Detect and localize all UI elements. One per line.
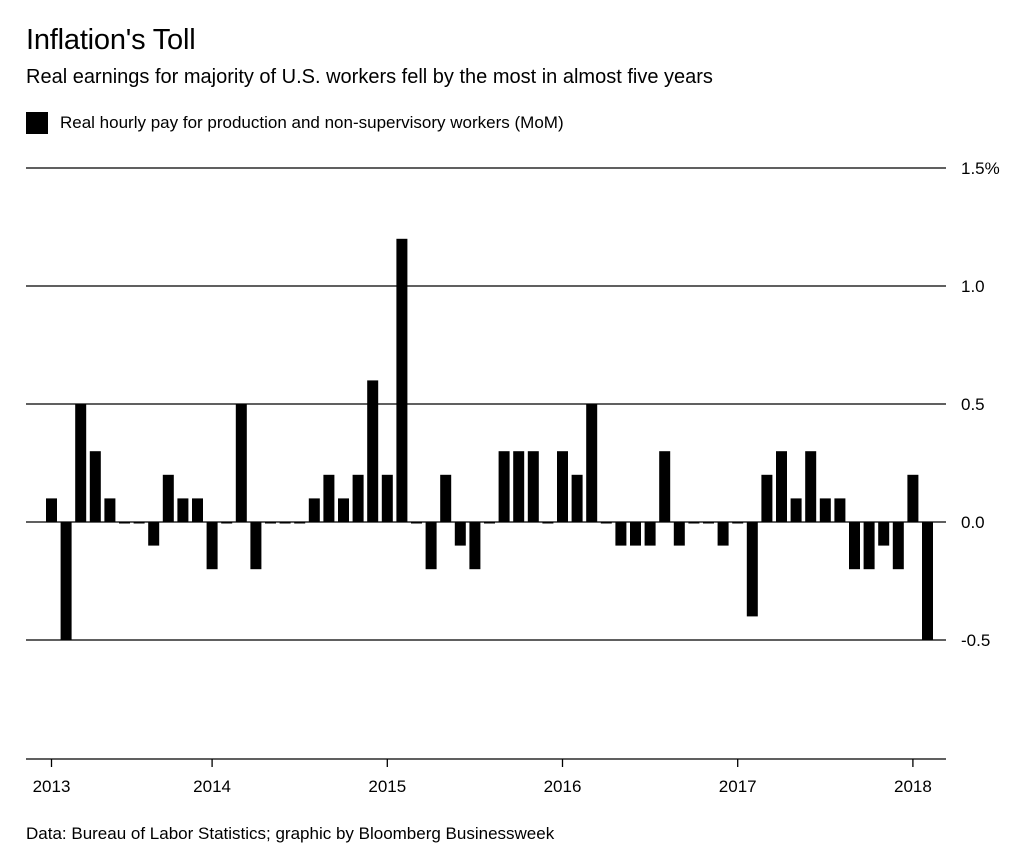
bar: [527, 451, 539, 522]
bar: [323, 474, 335, 522]
legend-swatch: [26, 112, 48, 134]
bar: [454, 522, 466, 546]
bar: [659, 451, 671, 522]
bar: [630, 522, 641, 546]
bar: [338, 498, 349, 522]
bar: [805, 451, 817, 522]
x-tick-label: 2014: [193, 777, 231, 796]
bar: [367, 380, 379, 522]
bar: [279, 521, 291, 524]
legend-label: Real hourly pay for production and non-s…: [60, 113, 564, 132]
bar: [440, 474, 452, 522]
bar: [688, 521, 700, 524]
bar: [644, 522, 656, 546]
x-tick-label: 2015: [368, 777, 406, 796]
y-axis: 1.5% 1.0 0.5 0.0 -0.5: [961, 159, 1000, 650]
bar: [776, 451, 787, 522]
legend: Real hourly pay for production and non-s…: [26, 112, 564, 134]
bar: [557, 451, 568, 522]
bar: [498, 451, 510, 522]
bar: [907, 474, 919, 522]
bar: [615, 522, 627, 546]
source-note: Data: Bureau of Labor Statistics; graphi…: [26, 824, 555, 843]
bar: [571, 474, 583, 522]
bar: [586, 404, 598, 522]
y-tick-label: 0.0: [961, 513, 985, 532]
chart-subtitle: Real earnings for majority of U.S. worke…: [26, 66, 713, 88]
bar: [790, 498, 802, 522]
bar: [411, 521, 422, 524]
bar: [265, 521, 276, 524]
y-tick-label: 0.5: [961, 395, 985, 414]
bar: [834, 498, 846, 522]
bar: [89, 451, 101, 522]
gridlines: [26, 167, 946, 641]
bar: [863, 522, 875, 570]
bar: [600, 521, 612, 524]
bar: [673, 522, 685, 546]
y-tick-label: -0.5: [961, 631, 990, 650]
bar: [717, 522, 729, 546]
bar: [819, 498, 831, 522]
bar: [162, 474, 174, 522]
x-tick-label: 2016: [544, 777, 582, 796]
bar: [104, 498, 116, 522]
bar: [396, 238, 408, 523]
bar: [192, 498, 203, 522]
bar: [119, 521, 130, 524]
x-tick-label: 2018: [894, 777, 932, 796]
y-tick-label: 1.5%: [961, 159, 1000, 178]
bar: [469, 522, 481, 570]
bar: [484, 521, 495, 524]
bar: [746, 522, 758, 617]
bar: [732, 521, 744, 524]
bar: [177, 498, 189, 522]
bar: [206, 522, 218, 570]
x-axis: 2013 2014 2015 2016 2017 2018: [26, 758, 946, 796]
bar: [381, 474, 393, 522]
bar: [308, 498, 320, 522]
bar: [513, 451, 525, 522]
bar: [922, 522, 933, 640]
x-tick-label: 2013: [33, 777, 71, 796]
bar: [542, 521, 554, 524]
bar: [221, 521, 233, 524]
bar: [703, 521, 714, 524]
bar: [235, 404, 247, 522]
bar: [46, 498, 57, 522]
bar: [761, 474, 773, 522]
bar: [75, 404, 87, 522]
bar: [60, 522, 72, 640]
bar: [352, 474, 364, 522]
bar: [878, 522, 890, 546]
bar: [849, 522, 860, 570]
bar: [294, 521, 306, 524]
bars: [46, 238, 933, 640]
y-tick-label: 1.0: [961, 277, 985, 296]
bar: [892, 522, 904, 570]
x-tick-label: 2017: [719, 777, 757, 796]
bar: [148, 522, 160, 546]
bar: [250, 522, 262, 570]
chart-title: Inflation's Toll: [26, 24, 196, 56]
bar: [425, 522, 437, 570]
bar: [133, 521, 145, 524]
